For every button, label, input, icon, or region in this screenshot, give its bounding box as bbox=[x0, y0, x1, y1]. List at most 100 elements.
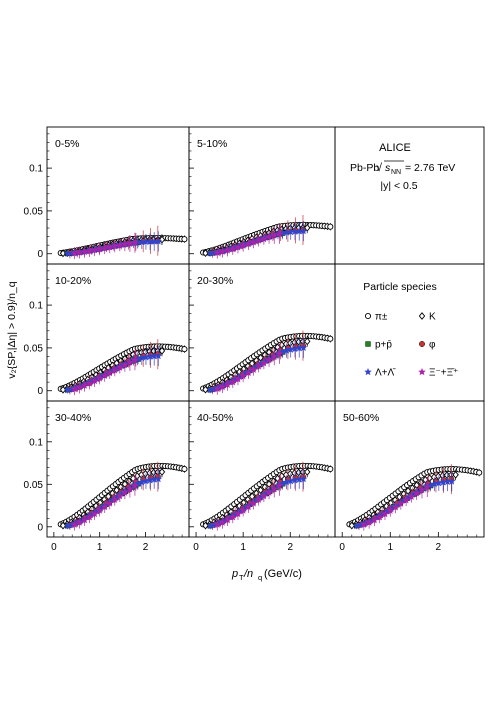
x-tick-label: 1 bbox=[240, 542, 246, 553]
data-point bbox=[95, 506, 104, 514]
data-point bbox=[476, 469, 483, 476]
legend-label: K bbox=[429, 312, 436, 323]
data-point bbox=[213, 248, 222, 256]
data-point bbox=[100, 371, 109, 379]
data-point bbox=[181, 236, 188, 243]
data-point bbox=[244, 239, 253, 248]
rapidity-label: |y| < 0.5 bbox=[380, 180, 417, 192]
data-point bbox=[223, 246, 232, 254]
data-point bbox=[275, 349, 284, 358]
data-point bbox=[254, 495, 263, 503]
data-point bbox=[265, 233, 273, 241]
series-xi bbox=[70, 232, 139, 260]
data-point bbox=[90, 509, 99, 518]
data-point bbox=[158, 346, 166, 355]
series-xi bbox=[70, 475, 139, 531]
data-point bbox=[299, 227, 308, 235]
data-point bbox=[386, 506, 395, 514]
series-xi bbox=[213, 343, 284, 395]
y-tick-label: 0.05 bbox=[24, 343, 44, 354]
data-point bbox=[70, 385, 79, 393]
legend-marker bbox=[418, 312, 426, 320]
data-point bbox=[270, 485, 279, 493]
data-point bbox=[260, 234, 268, 242]
x-tick-label: 1 bbox=[97, 542, 103, 553]
legend-label: Ξ⁻+Ξ̄⁺ bbox=[429, 368, 458, 379]
data-point bbox=[218, 518, 227, 526]
legend-item-proton: p+p̄ bbox=[365, 340, 392, 351]
panel-0: 0 0.05 0.1 0-5% bbox=[24, 126, 190, 265]
y-tick-label: 0.05 bbox=[24, 206, 44, 217]
data-point bbox=[85, 379, 94, 387]
legend-marker bbox=[364, 368, 372, 376]
data-point bbox=[402, 496, 410, 504]
legend-item-lambda: Λ+Λ̄ bbox=[364, 368, 396, 379]
data-point bbox=[244, 368, 253, 377]
centrality-label: 10-20% bbox=[55, 275, 91, 287]
data-point bbox=[249, 499, 258, 507]
data-point bbox=[95, 374, 104, 382]
x-tick-label: 1 bbox=[387, 542, 393, 553]
data-point bbox=[234, 243, 242, 251]
centrality-label: 0-5% bbox=[55, 138, 80, 150]
x-tick-label: 2 bbox=[287, 542, 293, 553]
series-xi bbox=[70, 350, 139, 396]
legend-item-xi: Ξ⁻+Ξ̄⁺ bbox=[418, 368, 458, 379]
data-point bbox=[299, 343, 308, 352]
sqrt-symbol: √ bbox=[376, 162, 383, 174]
data-point bbox=[70, 520, 79, 528]
data-point bbox=[154, 475, 163, 483]
data-point bbox=[239, 241, 247, 249]
legend-item-phi: φ bbox=[419, 340, 436, 351]
data-point bbox=[265, 488, 273, 496]
data-point bbox=[111, 366, 119, 374]
data-point bbox=[234, 509, 242, 518]
data-point bbox=[265, 355, 273, 364]
data-point bbox=[116, 363, 124, 371]
energy-label: = 2.76 TeV bbox=[405, 162, 455, 174]
centrality-label: 30-40% bbox=[55, 412, 91, 424]
svg-text:(GeV/c): (GeV/c) bbox=[264, 568, 302, 580]
x-tick-label: 2 bbox=[143, 542, 149, 553]
data-point bbox=[381, 510, 389, 518]
data-point bbox=[360, 520, 368, 528]
data-point bbox=[223, 516, 232, 524]
snn-symbol: s bbox=[385, 162, 391, 174]
data-point bbox=[304, 337, 311, 346]
centrality-label: 20-30% bbox=[197, 275, 233, 287]
y-tick-label: 0.1 bbox=[29, 437, 43, 448]
data-point bbox=[254, 236, 263, 244]
y-tick-label: 0.05 bbox=[24, 480, 44, 491]
legend-marker bbox=[419, 341, 425, 347]
data-point bbox=[90, 376, 99, 385]
y-axis-title: v₂{SP,|Δη| > 0.9}/n_q bbox=[6, 281, 18, 378]
data-point bbox=[131, 238, 139, 246]
data-point bbox=[181, 465, 188, 473]
legend-label: π± bbox=[375, 312, 388, 323]
experiment-label: ALICE bbox=[379, 142, 411, 154]
legend: π± Kp+p̄ φ Λ+Λ̄ Ξ⁻+Ξ̄⁺ bbox=[364, 312, 458, 379]
data-point bbox=[75, 518, 84, 526]
data-point bbox=[75, 383, 84, 391]
data-point bbox=[418, 486, 426, 494]
y-tick-label: 0 bbox=[37, 249, 43, 260]
data-point bbox=[121, 488, 129, 496]
svg-text:T: T bbox=[239, 573, 244, 582]
data-point bbox=[154, 351, 163, 360]
nn-subscript: NN bbox=[391, 169, 401, 176]
data-point bbox=[299, 475, 308, 483]
legend-marker bbox=[418, 368, 426, 376]
data-point bbox=[275, 481, 284, 489]
panel-6: 0 0.05 0.1 0 1 2 30-40% bbox=[24, 400, 190, 553]
data-point bbox=[423, 483, 432, 491]
data-point bbox=[234, 375, 242, 383]
data-point bbox=[218, 247, 227, 255]
series-pion bbox=[57, 462, 188, 528]
data-point bbox=[452, 470, 459, 479]
data-point bbox=[80, 381, 89, 389]
series-pion bbox=[200, 462, 334, 528]
data-point bbox=[223, 380, 232, 388]
data-point bbox=[131, 481, 139, 489]
data-point bbox=[158, 235, 166, 244]
